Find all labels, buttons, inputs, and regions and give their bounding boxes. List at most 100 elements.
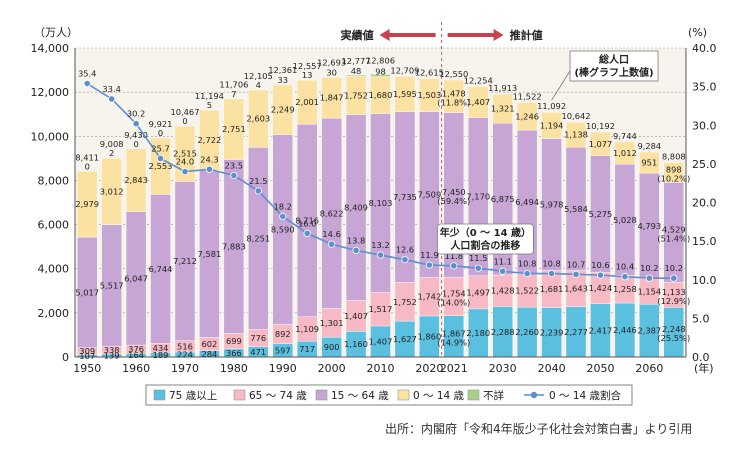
- segment-value-label: 1,194: [540, 120, 564, 130]
- ratio-point: [646, 275, 652, 281]
- segment-value-label: 5,017: [75, 287, 99, 297]
- segment-value-label: 1,424: [589, 283, 613, 293]
- segment-value-label: 4,529(51.4%): [657, 224, 690, 243]
- segment-value-label: 4,793: [637, 221, 661, 231]
- legend-swatch: [234, 390, 245, 400]
- segment-value-label: 309: [79, 346, 95, 356]
- total-label: 9,008: [100, 139, 124, 149]
- legend-marker: [531, 392, 537, 398]
- segment-value-label: 3,012: [100, 186, 124, 196]
- ratio-point: [231, 172, 237, 178]
- y2-tick-label: 30.0: [692, 119, 717, 132]
- segment-value-label: 2,603: [246, 114, 270, 124]
- segment-value-label: 376: [128, 344, 144, 354]
- ratio-label: 10.7: [567, 259, 585, 269]
- segment-value-label: 1,680: [369, 90, 393, 100]
- segment-value-label: 2: [109, 148, 114, 158]
- segment-value-label: 1,321: [491, 104, 515, 114]
- legend-label: 65 ～ 74 歳: [249, 390, 307, 402]
- ratio-label: 30.2: [127, 109, 145, 119]
- ratio-label: 10.8: [518, 259, 536, 269]
- segment-value-label: 892: [275, 329, 291, 339]
- x-tick-label: 2040: [538, 362, 566, 375]
- ratio-point: [500, 268, 506, 274]
- segment-value-label: 951: [641, 158, 657, 168]
- segment-value-label: 7,735: [393, 192, 417, 202]
- total-label: 9,744: [613, 131, 637, 141]
- ratio-label: 10.2: [665, 263, 683, 273]
- segment-value-label: 717: [299, 344, 315, 354]
- segment-value-label: 2,979: [75, 199, 99, 209]
- ratio-point: [451, 263, 457, 269]
- segment-value-label: 0: [182, 116, 187, 126]
- x-axis-unit: (年): [694, 361, 714, 375]
- segment-value-label: 7,883: [222, 241, 246, 251]
- segment-value-label: 33: [277, 75, 288, 85]
- x-tick-label: 2050: [586, 362, 614, 375]
- segment-value-label: 2,248(25.5%): [657, 324, 690, 343]
- segment-value-label: 1,133(12.9%): [657, 287, 690, 306]
- ratio-point: [108, 96, 114, 102]
- x-tick-label: 1950: [73, 362, 101, 375]
- ratio-label: 18.2: [273, 201, 291, 211]
- segment-value-label: 516: [177, 341, 193, 351]
- segment-value-label: 0: [158, 128, 163, 138]
- segment-value-label: 1,258: [613, 284, 637, 294]
- segment-value-label: 2,417: [589, 325, 613, 335]
- total-label: 11,092: [537, 101, 566, 111]
- y2-tick-label: 35.0: [692, 81, 717, 94]
- ratio-label: 10.6: [591, 260, 609, 270]
- legend-label: 15 ～ 64 歳: [331, 390, 389, 402]
- segment-value-label: 1,754(14.0%): [437, 288, 470, 307]
- ratio-point: [157, 155, 163, 161]
- segment-value-label: 602: [201, 339, 217, 349]
- total-label: 10,642: [562, 111, 591, 121]
- segment-value-label: 2,249: [271, 105, 295, 115]
- x-tick-label: 2010: [367, 362, 395, 375]
- ratio-label: 14.6: [322, 229, 340, 239]
- y-tick-label: 8,000: [38, 174, 70, 187]
- segment-value-label: 2,751: [222, 124, 246, 134]
- ratio-label: 35.4: [78, 69, 96, 79]
- segment-value-label: 1,428: [491, 286, 515, 296]
- segment-value-label: 1,407: [369, 336, 393, 346]
- segment-value-label: 5,028: [613, 215, 637, 225]
- y2-axis-unit: (%): [688, 26, 707, 39]
- segment-value-label: 7: [231, 89, 236, 99]
- segment-value-label: 1,012: [613, 148, 637, 158]
- segment-value-label: 6,494: [515, 197, 539, 207]
- segment-value-label: 2,239: [540, 327, 564, 337]
- ratio-point: [377, 252, 383, 258]
- y2-tick-label: 25.0: [692, 158, 717, 171]
- y-axis-unit: （万人）: [34, 26, 78, 39]
- legend-label: 0 ～ 14 歳: [413, 390, 465, 402]
- x-tick-label: 2060: [635, 362, 663, 375]
- total-label: 11,706: [219, 80, 248, 90]
- ratio-point: [671, 275, 677, 281]
- y2-tick-label: 40.0: [692, 42, 717, 55]
- y2-tick-label: 15.0: [692, 235, 717, 248]
- ratio-point: [206, 166, 212, 172]
- segment-value-label: 6,744: [149, 264, 173, 274]
- ratio-point: [304, 230, 310, 236]
- total-label: 11,194: [195, 91, 224, 101]
- segment-value-label: 1,847: [320, 93, 344, 103]
- legend-swatch: [398, 390, 409, 400]
- segment-value-label: 98: [375, 67, 386, 77]
- ratio-label: 10.4: [616, 262, 634, 272]
- total-label: 10,467: [170, 107, 199, 117]
- ratio-label: 21.5: [249, 176, 267, 186]
- ratio-label: 25.7: [151, 143, 169, 153]
- ratio-label: 13.8: [347, 235, 365, 245]
- total-label: 8,808: [662, 152, 686, 162]
- ratio-point: [402, 256, 408, 262]
- legend-swatch: [316, 390, 327, 400]
- x-tick-label: 2021: [440, 362, 468, 375]
- ratio-point: [353, 247, 359, 253]
- label-actual: 実績値: [341, 28, 374, 42]
- ratio-point: [328, 241, 334, 247]
- segment-value-label: 6,047: [124, 273, 148, 283]
- segment-value-label: 5,517: [100, 281, 124, 291]
